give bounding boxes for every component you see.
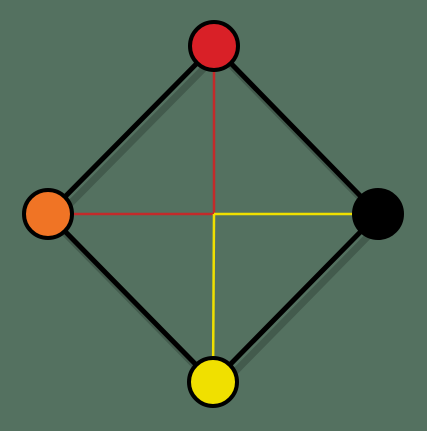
node-left: [22, 188, 74, 240]
node-top: [188, 20, 240, 72]
edge-left-top: [45, 43, 217, 217]
edge-top-right: [211, 43, 381, 217]
edge-shadow-left-top: [49, 49, 223, 225]
node-bottom: [187, 356, 239, 408]
spoke-bottom: [211, 213, 216, 383]
diamond-edges: [45, 43, 381, 385]
edge-bottom-left: [45, 211, 216, 385]
node-right: [352, 188, 404, 240]
edge-shadow-right-bottom: [214, 217, 387, 393]
edge-right-bottom: [210, 211, 381, 385]
graph-nodes: [22, 20, 404, 408]
center-spokes: [48, 46, 378, 383]
